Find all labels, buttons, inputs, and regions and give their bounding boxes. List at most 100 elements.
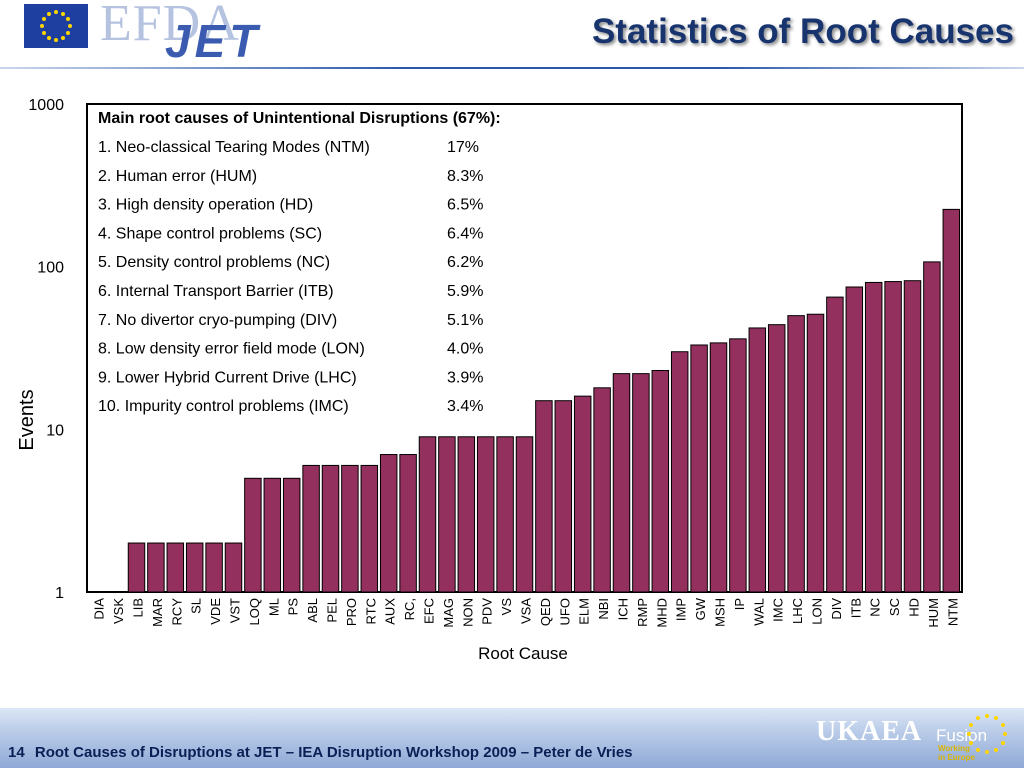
jet-logo: JET bbox=[165, 15, 262, 67]
x-tick-label: PDV bbox=[480, 598, 495, 625]
x-tick-label: RCY bbox=[169, 598, 184, 626]
page-number: 14 bbox=[8, 744, 25, 761]
bar-chart: Events 1 10 100 1000 DIA VSK LIB MAR RCY SL VDE VS… bbox=[16, 97, 963, 663]
annotation-item-label: 9. Lower Hybrid Current Drive (LHC) bbox=[98, 369, 357, 386]
bar-itb bbox=[845, 286, 864, 593]
bar-sl bbox=[185, 542, 204, 593]
efda-logo: EFDA bbox=[100, 0, 240, 52]
x-tick-label: WAL bbox=[751, 598, 766, 626]
x-tick-label: RC, bbox=[402, 598, 417, 620]
bar-vs bbox=[496, 436, 514, 593]
y-tick-labels: 1 10 100 1000 bbox=[28, 97, 64, 602]
x-tick-label: MSH bbox=[713, 598, 728, 627]
bar-abl bbox=[302, 464, 320, 593]
annotation-item-label: 5. Density control problems (NC) bbox=[98, 254, 330, 271]
x-tick-label: AUX bbox=[383, 598, 398, 625]
x-tick-label: NTM bbox=[945, 598, 960, 626]
x-tick-label: ITB bbox=[848, 598, 863, 618]
bar-qed bbox=[535, 400, 553, 593]
bar-pel bbox=[321, 464, 340, 593]
annotation-item-value: 4.0% bbox=[447, 341, 483, 358]
y-tick-label: 100 bbox=[37, 260, 64, 277]
annotation-item-label: 7. No divertor cryo-pumping (DIV) bbox=[98, 312, 337, 329]
x-tick-label: VDE bbox=[208, 598, 223, 625]
annotation-item-label: 6. Internal Transport Barrier (ITB) bbox=[98, 283, 334, 300]
bar-nbi bbox=[593, 387, 611, 593]
x-tick-label: MAG bbox=[441, 598, 456, 628]
x-tick-label: RTC bbox=[363, 598, 378, 624]
bar-rc bbox=[399, 454, 417, 593]
bar-efc bbox=[418, 436, 437, 593]
annotation-item-label: 10. Impurity control problems (IMC) bbox=[98, 398, 349, 415]
bar-vst bbox=[224, 542, 243, 593]
slide-footer bbox=[0, 708, 1024, 768]
annotation-item-value: 6.4% bbox=[447, 225, 483, 242]
x-tick-label: GW bbox=[693, 597, 708, 620]
x-tick-label: RMP bbox=[635, 598, 650, 627]
bar-msh bbox=[709, 342, 728, 593]
bar-sc bbox=[884, 281, 902, 593]
bar-lib bbox=[127, 542, 146, 593]
y-tick-label: 1000 bbox=[28, 97, 64, 114]
eu-flag-icon bbox=[24, 4, 88, 48]
x-tick-label: DIV bbox=[829, 598, 844, 620]
x-tick-label: HD bbox=[907, 598, 922, 617]
eu-stars-icon bbox=[967, 714, 1007, 754]
bar-hd bbox=[903, 280, 922, 593]
x-tick-label: DIA bbox=[92, 598, 107, 620]
bar-pdv bbox=[476, 436, 495, 593]
working-in-europe-tagline: Working in Europe bbox=[938, 744, 975, 762]
y-tick-label: 10 bbox=[46, 422, 64, 439]
x-tick-label: NC bbox=[868, 598, 883, 617]
annotation-item-label: 2. Human error (HUM) bbox=[98, 168, 257, 185]
ukaea-logo: UKAEA bbox=[816, 716, 923, 747]
annotation-item-value: 6.2% bbox=[447, 254, 483, 271]
bar-mag bbox=[438, 436, 456, 593]
x-tick-label: ELM bbox=[577, 598, 592, 625]
bar-wal bbox=[748, 327, 767, 593]
x-tick-label: PEL bbox=[325, 598, 340, 623]
slide-header: EFDA JET Statistics of Root Causes bbox=[0, 0, 1024, 69]
bar-lon bbox=[806, 313, 825, 593]
x-tick-label: SL bbox=[189, 598, 204, 614]
annotation-heading: Main root causes of Unintentional Disrup… bbox=[98, 110, 501, 127]
bar-gw bbox=[690, 344, 708, 593]
bar-non bbox=[457, 436, 476, 593]
bar-ntm bbox=[942, 208, 961, 593]
x-tick-label: NBI bbox=[596, 598, 611, 620]
tagline-line-2: in Europe bbox=[938, 753, 975, 762]
footer-caption: 14 Root Causes of Disruptions at JET – I… bbox=[8, 744, 633, 761]
bar-imc bbox=[767, 324, 786, 593]
x-tick-label: UFO bbox=[557, 598, 572, 625]
x-tick-label: PS bbox=[286, 598, 301, 616]
x-tick-label: LOQ bbox=[247, 598, 262, 625]
x-tick-label: VSK bbox=[111, 598, 126, 624]
x-tick-label: NON bbox=[460, 598, 475, 627]
x-tick-label: HUM bbox=[926, 598, 941, 628]
x-tick-label: ICH bbox=[616, 598, 631, 620]
x-tick-label: IMC bbox=[771, 598, 786, 622]
x-tick-label: VSA bbox=[519, 598, 534, 624]
header-divider bbox=[0, 67, 1024, 69]
x-tick-label: PRO bbox=[344, 598, 359, 626]
bar-loq bbox=[244, 477, 262, 593]
bar-ip bbox=[729, 338, 747, 593]
x-tick-label: LHC bbox=[790, 598, 805, 624]
x-tick-label: SC bbox=[887, 598, 902, 616]
bar-ml bbox=[263, 477, 282, 593]
bar-ich bbox=[612, 373, 631, 593]
y-axis-label: Events bbox=[16, 389, 38, 450]
x-tick-label: IMP bbox=[674, 598, 689, 621]
annotation-item-value: 8.3% bbox=[447, 168, 483, 185]
bar-hum bbox=[923, 261, 941, 593]
annotation-item-label: 1. Neo-classical Tearing Modes (NTM) bbox=[98, 139, 370, 156]
bar-lhc bbox=[787, 315, 805, 593]
bar-pro bbox=[341, 464, 359, 593]
annotation-item-value: 5.9% bbox=[447, 283, 483, 300]
x-tick-label: ML bbox=[266, 598, 281, 616]
x-tick-label: EFC bbox=[422, 598, 437, 624]
bar-rmp bbox=[632, 373, 650, 593]
bar-vsa bbox=[515, 436, 534, 593]
annotation-box: Main root causes of Unintentional Disrup… bbox=[98, 110, 501, 415]
x-tick-label: MAR bbox=[150, 598, 165, 627]
